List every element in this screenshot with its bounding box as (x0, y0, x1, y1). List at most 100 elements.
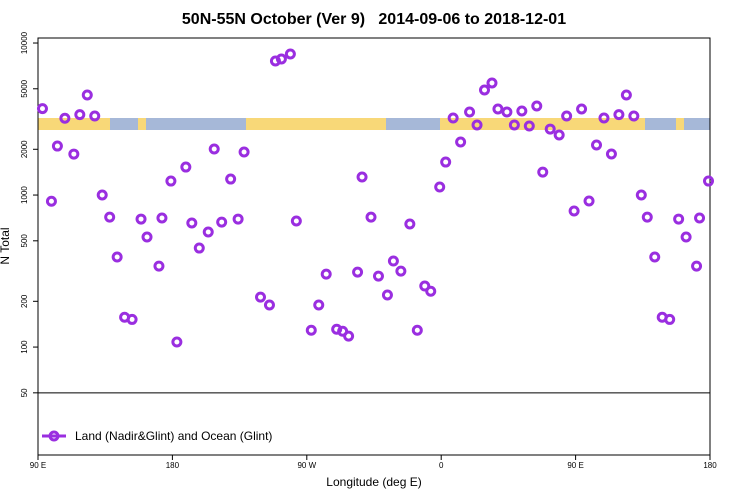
data-point (641, 211, 653, 223)
data-point (561, 110, 573, 122)
data-point (447, 112, 459, 124)
data-point (492, 103, 504, 115)
data-point (356, 171, 368, 183)
land-ocean-strip (38, 118, 710, 130)
data-point (313, 299, 325, 311)
data-point (523, 120, 535, 132)
data-point (613, 109, 625, 121)
data-point (305, 324, 317, 336)
data-point (202, 226, 214, 238)
x-tick-label: 90 W (297, 461, 316, 470)
data-point (598, 112, 610, 124)
data-point (628, 110, 640, 122)
data-point (404, 218, 416, 230)
data-point (591, 139, 603, 151)
y-tick-label: 500 (20, 234, 29, 248)
data-point (434, 181, 446, 193)
data-point (620, 89, 632, 101)
data-point (486, 77, 498, 89)
data-point (411, 324, 423, 336)
data-point (568, 205, 580, 217)
data-point (343, 330, 355, 342)
data-point (516, 105, 528, 117)
y-tick-label: 1000 (20, 186, 29, 204)
data-point (225, 173, 237, 185)
data-point (135, 213, 147, 225)
data-point (216, 216, 228, 228)
data-point (171, 336, 183, 348)
data-point (531, 100, 543, 112)
data-point (440, 156, 452, 168)
data-point (186, 217, 198, 229)
data-point (395, 265, 407, 277)
x-tick-label: 0 (439, 461, 444, 470)
y-tick-label: 5000 (20, 79, 29, 97)
data-point (455, 136, 467, 148)
data-point (255, 291, 267, 303)
data-point (381, 289, 393, 301)
data-point (387, 255, 399, 267)
data-point (479, 84, 491, 96)
data-point (238, 146, 250, 158)
data-point (263, 299, 275, 311)
legend-marker (48, 430, 60, 442)
data-point (156, 212, 168, 224)
data-point (703, 175, 715, 187)
x-axis-label: Longitude (deg E) (326, 475, 421, 489)
plot-frame (37, 37, 711, 456)
data-point (372, 270, 384, 282)
data-point (352, 266, 364, 278)
data-point (553, 129, 565, 141)
x-tick-label: 180 (703, 461, 717, 470)
data-point (111, 251, 123, 263)
data-point (576, 103, 588, 115)
data-point (537, 166, 549, 178)
data-point (508, 119, 520, 131)
y-tick-label: 10000 (20, 31, 29, 54)
data-point (208, 143, 220, 155)
data-point (425, 285, 437, 297)
data-point (89, 110, 101, 122)
data-point (45, 195, 57, 207)
data-point (193, 242, 205, 254)
y-tick-label: 200 (20, 294, 29, 308)
y-tick-label: 2000 (20, 140, 29, 158)
data-point (673, 213, 685, 225)
data-point (81, 89, 93, 101)
data-point (36, 103, 48, 115)
data-point (419, 280, 431, 292)
data-point (649, 251, 661, 263)
data-point (104, 211, 116, 223)
data-point (691, 260, 703, 272)
chart-title: 50N-55N October (Ver 9) 2014-09-06 to 20… (182, 11, 566, 28)
legend: Land (Nadir&Glint) and Ocean (Glint) (42, 429, 272, 443)
data-point (165, 175, 177, 187)
data-point (153, 260, 165, 272)
data-point (290, 215, 302, 227)
y-tick-label: 50 (20, 388, 29, 397)
data-point (126, 313, 138, 325)
data-point (501, 106, 513, 118)
data-point (96, 189, 108, 201)
x-tick-label: 90 E (567, 461, 583, 470)
data-point (284, 48, 296, 60)
data-point (680, 231, 692, 243)
data-point (464, 106, 476, 118)
x-tick-label: 90 E (30, 461, 46, 470)
data-point (583, 195, 595, 207)
data-point (365, 211, 377, 223)
data-point (320, 268, 332, 280)
data-point (232, 213, 244, 225)
data-point (471, 119, 483, 131)
data-point (275, 53, 287, 65)
data-point (605, 148, 617, 160)
y-axis-label: N Total (0, 227, 12, 264)
data-point (68, 148, 80, 160)
data-point (51, 140, 63, 152)
data-point (180, 161, 192, 173)
data-point (635, 189, 647, 201)
data-point (141, 231, 153, 243)
x-tick-label: 180 (166, 461, 180, 470)
data-point (694, 212, 706, 224)
